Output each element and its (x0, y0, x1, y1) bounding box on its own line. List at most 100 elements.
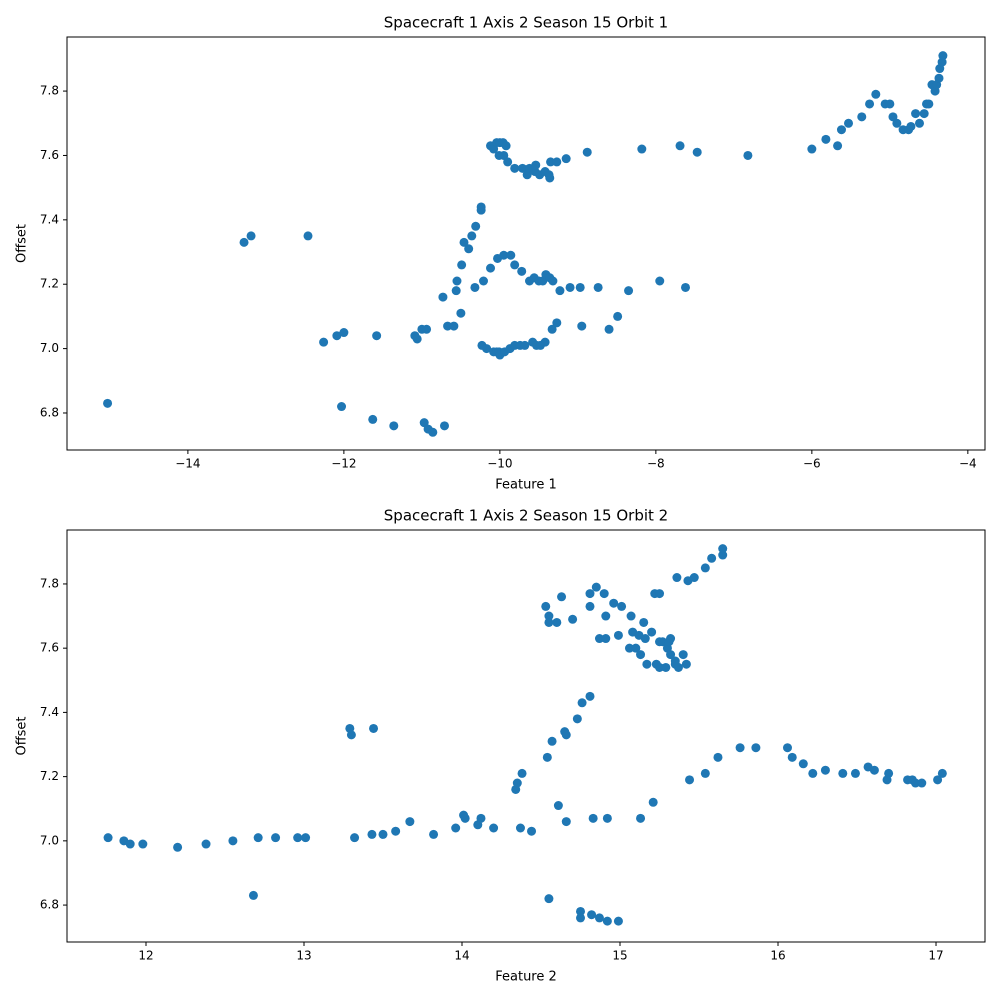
x-tick-label: 14 (454, 949, 469, 963)
point (850, 768, 860, 778)
point (637, 144, 647, 154)
y-axis-label: Offset (15, 716, 30, 755)
point (103, 833, 113, 843)
point (457, 260, 467, 270)
point (405, 817, 415, 827)
point (541, 601, 551, 611)
point (585, 691, 595, 701)
point (655, 662, 665, 672)
x-tick-label: −6 (803, 457, 821, 471)
point (389, 421, 399, 431)
point (561, 730, 571, 740)
point (512, 778, 522, 788)
point (499, 250, 509, 260)
x-tick-label: −14 (175, 457, 200, 471)
point (933, 775, 943, 785)
point (647, 627, 657, 637)
point (680, 282, 690, 292)
point (636, 813, 646, 823)
point (547, 324, 557, 334)
point (471, 221, 481, 231)
point (568, 614, 578, 624)
x-tick-label: 17 (928, 949, 943, 963)
point (869, 765, 879, 775)
point (624, 286, 634, 296)
point (545, 173, 555, 183)
point (451, 286, 461, 296)
point (470, 282, 480, 292)
point (575, 282, 585, 292)
point (821, 134, 831, 144)
point (938, 51, 948, 61)
point (924, 99, 934, 109)
point (593, 282, 603, 292)
point (459, 237, 469, 247)
point (125, 839, 135, 849)
point (911, 109, 921, 119)
point (201, 839, 211, 849)
point (542, 752, 552, 762)
point (489, 823, 499, 833)
point (557, 592, 567, 602)
x-tick-label: −12 (331, 457, 356, 471)
x-tick-label: −8 (647, 457, 665, 471)
x-tick-label: 12 (138, 949, 153, 963)
point (675, 141, 685, 151)
point (239, 237, 249, 247)
x-tick-label: 16 (770, 949, 785, 963)
point (636, 650, 646, 660)
point (350, 833, 360, 843)
y-tick-label: 7.0 (40, 833, 59, 847)
x-tick-label: 13 (296, 949, 311, 963)
point (428, 427, 438, 437)
point (173, 842, 183, 852)
y-tick-label: 7.2 (40, 769, 59, 783)
point (808, 768, 818, 778)
point (588, 813, 598, 823)
x-tick-label: −4 (959, 457, 977, 471)
point (594, 634, 604, 644)
point (639, 617, 649, 627)
point (501, 141, 511, 151)
point (293, 833, 303, 843)
chart: Spacecraft 1 Axis 2 Season 15 Orbit 2 Fea… (15, 507, 986, 985)
point (910, 778, 920, 788)
point (613, 916, 623, 926)
point (689, 573, 699, 583)
point (506, 250, 516, 260)
point (602, 916, 612, 926)
y-tick-label: 7.2 (40, 277, 59, 291)
point (486, 263, 496, 273)
point (585, 589, 595, 599)
point (510, 163, 520, 173)
point (577, 698, 587, 708)
point (700, 563, 710, 573)
point (460, 813, 470, 823)
point (548, 276, 558, 286)
point (617, 601, 627, 611)
point (253, 833, 263, 843)
point (914, 118, 924, 128)
point (544, 611, 554, 621)
y-axis-label: Offset (15, 224, 30, 263)
point (555, 286, 565, 296)
y-tick-label: 7.4 (40, 705, 59, 719)
point (655, 276, 665, 286)
x-tick-label: 15 (612, 949, 627, 963)
point (743, 150, 753, 160)
point (429, 829, 439, 839)
point (681, 659, 691, 669)
point (672, 573, 682, 583)
y-tick-label: 6.8 (40, 898, 59, 912)
point (631, 643, 641, 653)
point (613, 311, 623, 321)
point (678, 650, 688, 660)
point (609, 598, 619, 608)
point (443, 321, 453, 331)
point (561, 154, 571, 164)
point (599, 589, 609, 599)
point (666, 650, 676, 660)
point (585, 601, 595, 611)
point (582, 147, 592, 157)
point (517, 266, 527, 276)
